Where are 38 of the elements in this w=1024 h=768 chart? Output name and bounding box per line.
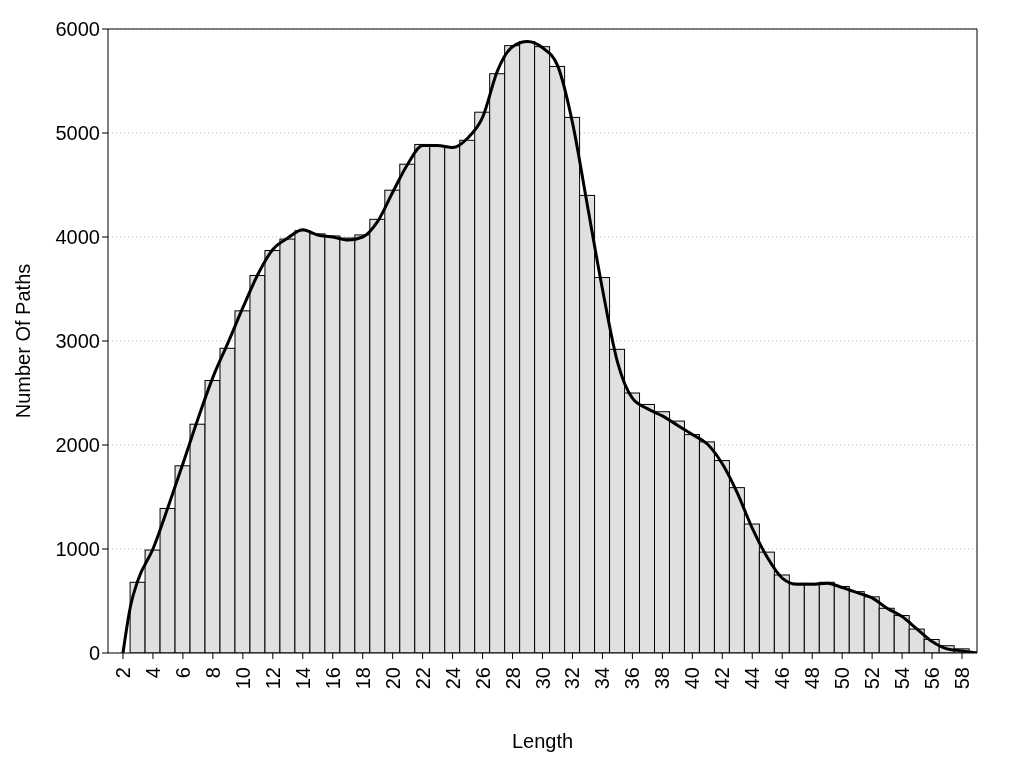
x-tick-label: 42 [711,667,734,690]
y-tick-label: 0 [88,642,100,665]
x-tick-label: 34 [591,667,614,690]
x-tick-label: 12 [261,667,284,690]
y-tick-label: 6000 [55,18,100,41]
x-tick-label: 14 [291,667,314,690]
x-tick-label: 20 [381,667,404,690]
y-axis-title: Number Of Paths [12,263,35,419]
x-tick-label: 58 [951,667,974,690]
x-tick-label: 32 [561,667,584,690]
x-tick-label: 48 [801,667,824,690]
x-axis-title: Length [511,730,574,752]
x-tick-label: 22 [411,667,434,690]
x-tick-label: 46 [771,667,794,690]
y-tick-label: 5000 [55,122,100,145]
x-tick-label: 50 [831,667,854,690]
x-tick-label: 24 [441,667,464,690]
x-tick-label: 30 [531,667,554,690]
x-tick-label: 36 [621,667,644,690]
x-tick-label: 52 [861,667,884,690]
y-tick-label: 4000 [55,226,100,249]
x-tick-label: 54 [891,667,914,690]
y-tick-label: 1000 [55,538,100,561]
x-tick-label: 40 [681,667,704,690]
x-tick-label: 44 [741,667,764,690]
x-tick-label: 2 [111,667,134,679]
x-tick-label: 38 [651,667,674,690]
x-tick-label: 18 [351,667,374,690]
x-tick-label: 6 [171,667,194,679]
x-tick-label: 8 [201,667,224,679]
y-tick-label: 3000 [55,330,100,353]
x-tick-label: 26 [471,667,494,690]
y-tick-label: 2000 [55,434,100,457]
x-tick-label: 4 [141,667,164,679]
x-tick-label: 56 [921,667,944,690]
x-tick-label: 16 [321,667,344,690]
x-tick-label: 10 [231,667,254,690]
x-tick-label: 28 [501,667,524,690]
